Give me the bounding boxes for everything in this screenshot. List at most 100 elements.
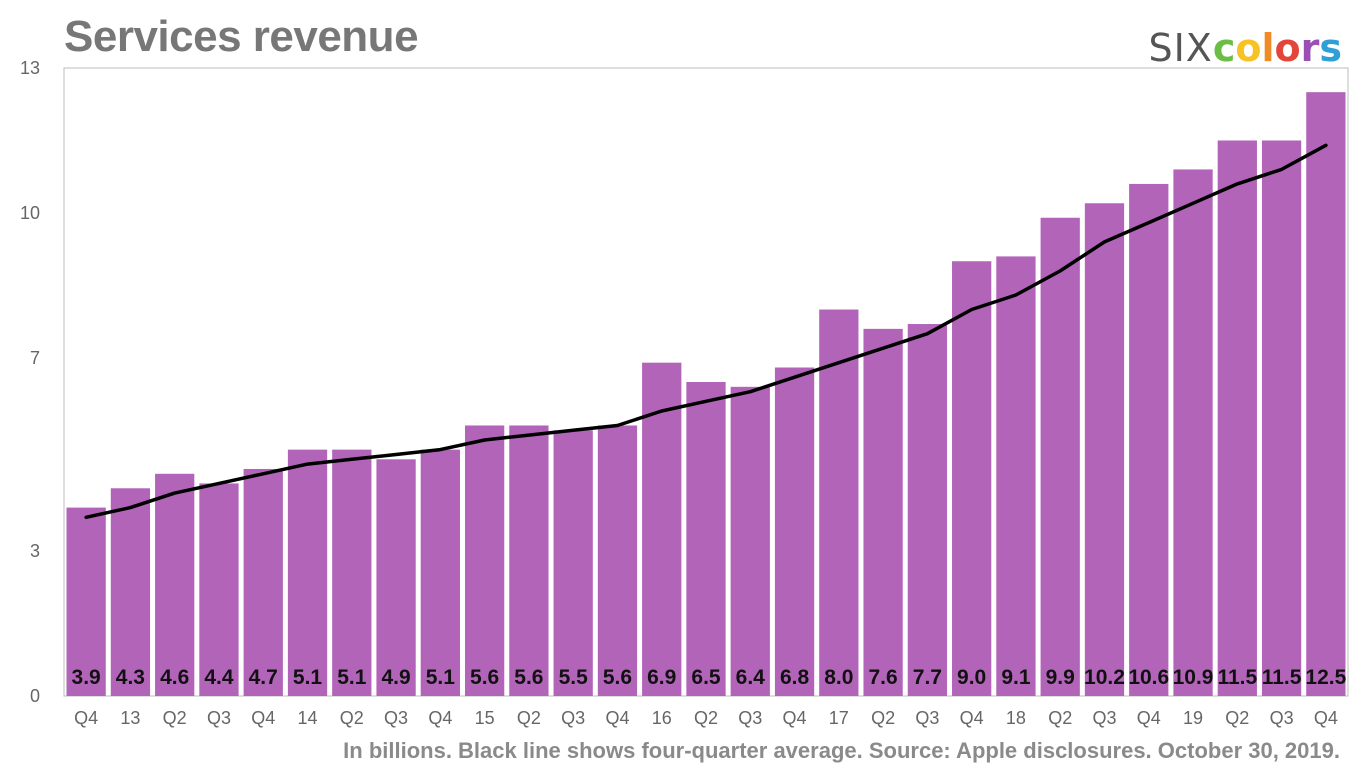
logo-letter: s <box>1319 26 1342 70</box>
x-tick-label: Q2 <box>1225 708 1249 728</box>
bar <box>509 425 549 696</box>
bar <box>952 261 992 696</box>
x-tick-label: 18 <box>1006 708 1026 728</box>
x-tick-label: Q4 <box>428 708 452 728</box>
x-tick-label: Q4 <box>74 708 98 728</box>
bar-value-label: 11.5 <box>1262 666 1302 689</box>
x-tick-label: 14 <box>298 708 318 728</box>
four-quarter-average-line <box>84 143 1328 520</box>
x-tick-label: 16 <box>652 708 672 728</box>
bar-value-label: 6.8 <box>780 666 810 689</box>
x-tick-label: 17 <box>829 708 849 728</box>
x-tick-label: Q3 <box>384 708 408 728</box>
logo-six-text: SIX <box>1148 26 1213 70</box>
bar <box>1306 92 1346 696</box>
x-tick-label: 15 <box>475 708 495 728</box>
bar-value-label: 6.5 <box>691 666 721 689</box>
chart-title: Services revenue <box>64 12 419 61</box>
bar <box>1217 140 1257 696</box>
bar-series <box>66 92 1346 696</box>
bar-value-label: 3.9 <box>72 666 101 689</box>
logo-letter: o <box>1274 26 1301 70</box>
bar <box>199 483 239 696</box>
x-tick-label: Q2 <box>340 708 364 728</box>
bar <box>597 425 638 696</box>
x-tick-label: Q3 <box>915 708 939 728</box>
bar-value-label: 8.0 <box>824 666 853 689</box>
bar <box>819 309 859 696</box>
bar <box>376 459 416 696</box>
bar <box>1084 203 1125 696</box>
y-tick-label: 0 <box>30 686 40 706</box>
bar-value-label: 4.4 <box>204 666 234 689</box>
x-tick-label: Q2 <box>1048 708 1072 728</box>
bar <box>996 256 1036 696</box>
bar-value-label: 4.9 <box>381 666 410 689</box>
bar-value-label: 6.4 <box>736 666 766 689</box>
bar-value-label: 7.6 <box>869 666 898 689</box>
bar <box>774 367 815 696</box>
y-tick-label: 10 <box>20 203 40 223</box>
bar-value-label: 5.1 <box>426 666 456 689</box>
x-tick-label: Q3 <box>738 708 762 728</box>
bar <box>66 507 106 696</box>
bar-value-label: 4.7 <box>249 666 278 689</box>
bar <box>1261 140 1302 696</box>
bar-value-label: 12.5 <box>1305 666 1346 689</box>
x-tick-label: Q3 <box>561 708 585 728</box>
x-tick-label: Q4 <box>960 708 984 728</box>
bar-value-label: 5.1 <box>337 666 367 689</box>
bar <box>287 449 328 696</box>
bar <box>1040 217 1080 696</box>
x-tick-label: Q3 <box>207 708 231 728</box>
x-tick-label: 13 <box>120 708 140 728</box>
bar <box>642 362 682 696</box>
logo-letter: o <box>1235 26 1262 70</box>
bar <box>863 328 903 696</box>
bar <box>420 449 460 696</box>
bar <box>907 324 948 696</box>
y-tick-label: 7 <box>30 348 40 368</box>
x-tick-label: Q2 <box>694 708 718 728</box>
x-tick-label: Q3 <box>1092 708 1116 728</box>
bar <box>1173 169 1213 696</box>
chart-caption: In billions. Black line shows four-quart… <box>343 738 1340 763</box>
x-tick-label: 19 <box>1183 708 1203 728</box>
bar-value-label: 5.1 <box>293 666 323 689</box>
bar-value-label: 10.2 <box>1084 666 1125 689</box>
bar-value-label: 4.6 <box>160 666 189 689</box>
bar-value-label: 10.9 <box>1173 666 1214 689</box>
data-labels: 3.9 4.3 4.6 4.4 4.7 5.1 5.1 4.9 5.1 5.6 5.6 5.5 5.6 6… <box>72 666 1347 689</box>
bar <box>332 449 372 696</box>
sixcolors-logo: SIXcolors <box>1148 26 1342 70</box>
x-tick-label: Q4 <box>251 708 275 728</box>
x-tick-label: Q3 <box>1270 708 1294 728</box>
x-tick-label: Q4 <box>783 708 807 728</box>
x-axis: Q4 13 Q2 Q3 Q4 14 Q2 Q3 Q4 15 Q2 Q3 Q4 16 Q2 Q3 Q4 17 Q2 Q3… <box>74 708 1338 728</box>
x-tick-label: Q4 <box>605 708 629 728</box>
bar <box>1129 183 1169 696</box>
bar-value-label: 5.6 <box>514 666 543 689</box>
bar-value-label: 4.3 <box>116 666 145 689</box>
bar-value-label: 6.9 <box>647 666 676 689</box>
y-tick-label: 13 <box>20 58 40 78</box>
bar-value-label: 5.6 <box>603 666 632 689</box>
y-tick-label: 3 <box>30 541 40 561</box>
y-axis: 0 3 7 10 13 <box>20 58 40 706</box>
logo-colors-text: colors <box>1213 26 1342 70</box>
bar <box>686 382 726 696</box>
x-tick-label: Q2 <box>517 708 541 728</box>
bar-value-label: 10.6 <box>1128 666 1169 689</box>
bar <box>730 386 770 696</box>
logo-letter: c <box>1212 26 1236 70</box>
x-tick-label: Q2 <box>163 708 187 728</box>
bar-value-label: 9.9 <box>1046 666 1075 689</box>
logo-letter: l <box>1261 26 1275 70</box>
bar-value-label: 11.5 <box>1217 666 1257 689</box>
x-tick-label: Q2 <box>871 708 895 728</box>
bar-value-label: 7.7 <box>913 666 942 689</box>
x-tick-label: Q4 <box>1137 708 1161 728</box>
bar-value-label: 5.5 <box>559 666 589 689</box>
bar <box>155 473 195 696</box>
